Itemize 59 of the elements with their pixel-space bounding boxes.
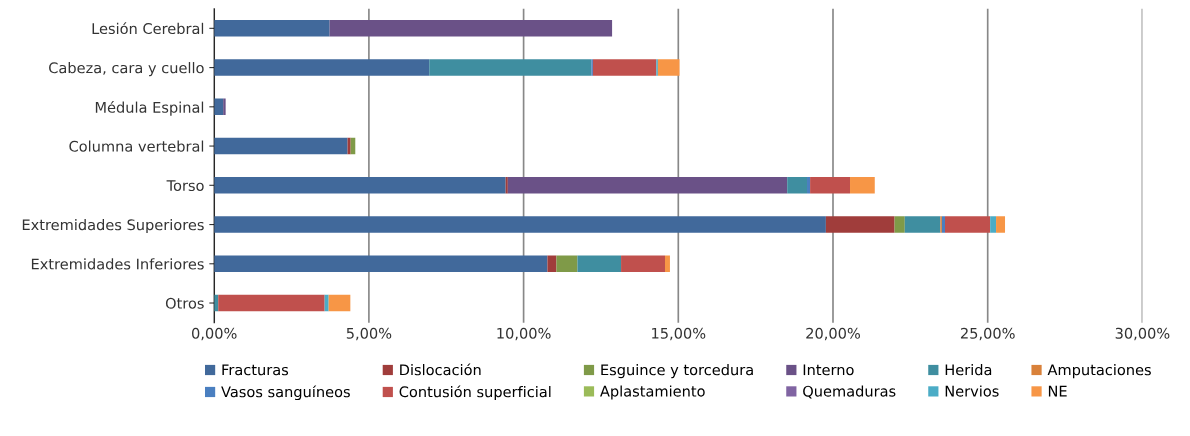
- bar: [329, 20, 613, 37]
- legend-label: Quemaduras: [803, 385, 896, 399]
- legend-label: Esguince y torcedura: [601, 364, 753, 379]
- bar: [324, 294, 329, 312]
- bar: [665, 255, 670, 273]
- bar: [429, 59, 592, 76]
- bar: [904, 216, 941, 233]
- y-tick-label: Otros: [165, 297, 204, 309]
- bar: [810, 177, 851, 194]
- bar: [214, 216, 826, 233]
- legend-label: Contusión superficial: [399, 385, 551, 401]
- legend-label: NE: [1048, 385, 1067, 397]
- bar: [214, 59, 430, 76]
- legend-label: Amputaciones: [1047, 364, 1151, 379]
- bar: [577, 255, 622, 273]
- x-tick-label: 30,00%: [1115, 327, 1170, 341]
- x-tick-label: 20,00%: [806, 327, 860, 341]
- bar: [621, 255, 665, 273]
- bar: [328, 294, 351, 312]
- x-tick-label: 0,00%: [192, 327, 237, 341]
- bar: [223, 98, 226, 116]
- bar: [505, 177, 508, 194]
- y-tick-label: Cabeza, cara y cuello: [49, 62, 204, 77]
- y-tick-label: Columna vertebral: [69, 140, 204, 152]
- y-tick-label: Extremidades Superiores: [22, 219, 204, 234]
- y-tick-label: Torso: [166, 180, 204, 192]
- bar: [214, 255, 548, 273]
- bar: [850, 177, 875, 194]
- bar: [996, 216, 1006, 233]
- legend-label: Interno: [803, 364, 854, 376]
- x-tick-label: 25,00%: [960, 327, 1015, 341]
- bar: [945, 216, 991, 233]
- bar: [657, 59, 680, 76]
- legend-label: Herida: [945, 364, 992, 376]
- y-tick-label: Extremidades Inferiores: [31, 258, 204, 270]
- x-tick-label: 5,00%: [346, 327, 392, 341]
- legend-label: Fracturas: [222, 364, 289, 376]
- legend-label: Vasos sanguíneos: [221, 385, 350, 401]
- bar: [347, 137, 351, 155]
- bar: [825, 216, 895, 233]
- bar: [218, 294, 325, 312]
- legend-label: Dislocación: [400, 363, 481, 376]
- legend-label: Aplastamiento: [600, 385, 705, 400]
- bar: [214, 137, 348, 155]
- x-tick-label: 10,00%: [497, 327, 551, 341]
- legend-label: Nervios: [945, 385, 999, 397]
- y-tick-label: Lesión Cerebral: [92, 22, 204, 35]
- x-tick-label: 15,00%: [652, 327, 706, 341]
- bar: [787, 177, 808, 194]
- y-tick-label: Médula Espinal: [95, 100, 204, 116]
- bar: [547, 255, 557, 273]
- bar: [214, 20, 330, 37]
- bar: [807, 177, 811, 194]
- bar: [556, 255, 578, 273]
- bar: [592, 59, 657, 76]
- bar: [507, 177, 788, 194]
- bar: [990, 216, 997, 233]
- bar: [894, 216, 905, 233]
- bar: [214, 177, 506, 194]
